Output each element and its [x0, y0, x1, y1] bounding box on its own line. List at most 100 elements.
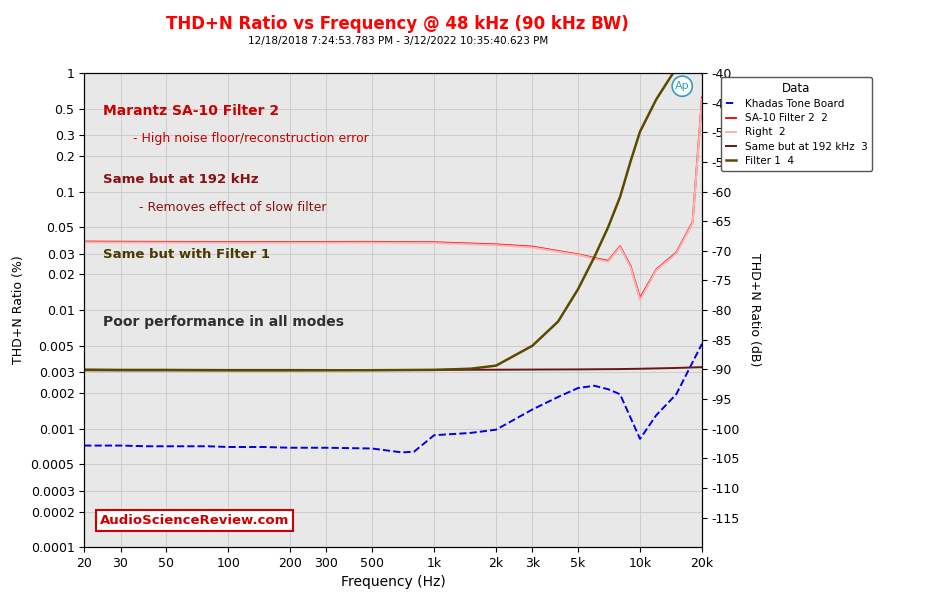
Text: AudioScienceReview.com: AudioScienceReview.com: [100, 514, 289, 527]
SA-10 Filter 2  2: [671, 249, 682, 257]
Khadas Tone Board: [651, 412, 662, 419]
Filter 1  4: [490, 362, 502, 369]
Filter 1  4: [651, 95, 662, 103]
Filter 1  4: [429, 366, 440, 373]
Khadas Tone Board: [115, 442, 126, 449]
Right  2: [115, 239, 126, 246]
Right  2: [573, 251, 584, 258]
Right  2: [625, 263, 636, 271]
Filter 1  4: [285, 367, 296, 374]
Khadas Tone Board: [465, 429, 476, 437]
SA-10 Filter 2  2: [285, 238, 296, 246]
Right  2: [490, 241, 502, 249]
Khadas Tone Board: [259, 443, 271, 451]
SA-10 Filter 2  2: [429, 239, 440, 246]
Text: Same but with Filter 1: Same but with Filter 1: [103, 249, 270, 261]
Text: - High noise floor/reconstruction error: - High noise floor/reconstruction error: [122, 133, 369, 145]
Right  2: [603, 258, 614, 265]
Right  2: [527, 244, 538, 251]
Right  2: [614, 243, 625, 250]
Right  2: [635, 296, 646, 303]
Line: Filter 1  4: Filter 1 4: [84, 49, 702, 370]
Same but at 192 kHz  3: [614, 365, 625, 373]
Same but at 192 kHz  3: [79, 366, 90, 373]
Same but at 192 kHz  3: [527, 366, 538, 373]
SA-10 Filter 2  2: [223, 238, 234, 246]
Same but at 192 kHz  3: [490, 366, 502, 373]
Khadas Tone Board: [223, 443, 234, 451]
SA-10 Filter 2  2: [79, 238, 90, 245]
Same but at 192 kHz  3: [696, 364, 708, 371]
Filter 1  4: [367, 367, 378, 374]
Khadas Tone Board: [285, 444, 296, 451]
Right  2: [223, 239, 234, 246]
Text: THD+N Ratio vs Frequency @ 48 kHz (90 kHz BW): THD+N Ratio vs Frequency @ 48 kHz (90 kH…: [167, 15, 629, 33]
SA-10 Filter 2  2: [625, 263, 636, 270]
Right  2: [285, 239, 296, 246]
Line: Khadas Tone Board: Khadas Tone Board: [84, 344, 702, 452]
Right  2: [429, 240, 440, 247]
Same but at 192 kHz  3: [285, 366, 296, 373]
SA-10 Filter 2  2: [651, 266, 662, 273]
Khadas Tone Board: [589, 382, 600, 389]
Text: - Removes effect of slow filter: - Removes effect of slow filter: [127, 201, 327, 214]
Y-axis label: THD+N Ratio (dB): THD+N Ratio (dB): [748, 254, 761, 367]
Text: 12/18/2018 7:24:53.783 PM - 3/12/2022 10:35:40.623 PM: 12/18/2018 7:24:53.783 PM - 3/12/2022 10…: [248, 36, 548, 46]
Khadas Tone Board: [614, 390, 625, 398]
SA-10 Filter 2  2: [367, 238, 378, 246]
Filter 1  4: [603, 224, 614, 231]
Filter 1  4: [589, 254, 600, 261]
Filter 1  4: [614, 193, 625, 201]
Khadas Tone Board: [552, 393, 563, 401]
Khadas Tone Board: [527, 406, 538, 413]
Text: Same but at 192 kHz: Same but at 192 kHz: [103, 173, 258, 185]
Filter 1  4: [115, 367, 126, 374]
Khadas Tone Board: [367, 445, 378, 452]
Y-axis label: THD+N Ratio (%): THD+N Ratio (%): [12, 256, 25, 364]
Same but at 192 kHz  3: [115, 366, 126, 373]
Khadas Tone Board: [490, 426, 502, 434]
Line: Right  2: Right 2: [84, 99, 702, 300]
SA-10 Filter 2  2: [696, 94, 708, 101]
Khadas Tone Board: [603, 385, 614, 393]
Line: Same but at 192 kHz  3: Same but at 192 kHz 3: [84, 367, 702, 370]
Same but at 192 kHz  3: [429, 366, 440, 373]
Khadas Tone Board: [635, 435, 646, 443]
Khadas Tone Board: [98, 442, 110, 449]
Filter 1  4: [681, 45, 693, 52]
Right  2: [696, 95, 708, 103]
Khadas Tone Board: [177, 443, 188, 450]
Filter 1  4: [671, 64, 682, 72]
Filter 1  4: [223, 367, 234, 374]
SA-10 Filter 2  2: [490, 241, 502, 248]
Right  2: [161, 239, 172, 246]
Text: Marantz SA-10 Filter 2: Marantz SA-10 Filter 2: [103, 104, 279, 118]
SA-10 Filter 2  2: [161, 238, 172, 246]
Filter 1  4: [635, 128, 646, 135]
Right  2: [79, 239, 90, 246]
Khadas Tone Board: [397, 449, 408, 456]
Same but at 192 kHz  3: [635, 365, 646, 372]
Same but at 192 kHz  3: [223, 366, 234, 373]
Filter 1  4: [527, 342, 538, 350]
Same but at 192 kHz  3: [671, 364, 682, 371]
Khadas Tone Board: [191, 443, 202, 450]
SA-10 Filter 2  2: [603, 257, 614, 264]
Right  2: [687, 219, 698, 227]
SA-10 Filter 2  2: [635, 294, 646, 302]
Legend: Khadas Tone Board, SA-10 Filter 2  2, Right  2, Same but at 192 kHz  3, Filter 1: Khadas Tone Board, SA-10 Filter 2 2, Rig…: [721, 77, 872, 171]
Khadas Tone Board: [202, 443, 213, 450]
Khadas Tone Board: [573, 384, 584, 392]
Filter 1  4: [696, 69, 708, 77]
Khadas Tone Board: [79, 442, 90, 449]
Right  2: [651, 266, 662, 274]
Filter 1  4: [573, 286, 584, 293]
Right  2: [671, 250, 682, 257]
Filter 1  4: [552, 318, 563, 325]
Same but at 192 kHz  3: [573, 366, 584, 373]
SA-10 Filter 2  2: [573, 250, 584, 258]
Filter 1  4: [625, 157, 636, 165]
Same but at 192 kHz  3: [367, 367, 378, 374]
Filter 1  4: [465, 365, 476, 372]
SA-10 Filter 2  2: [614, 243, 625, 250]
